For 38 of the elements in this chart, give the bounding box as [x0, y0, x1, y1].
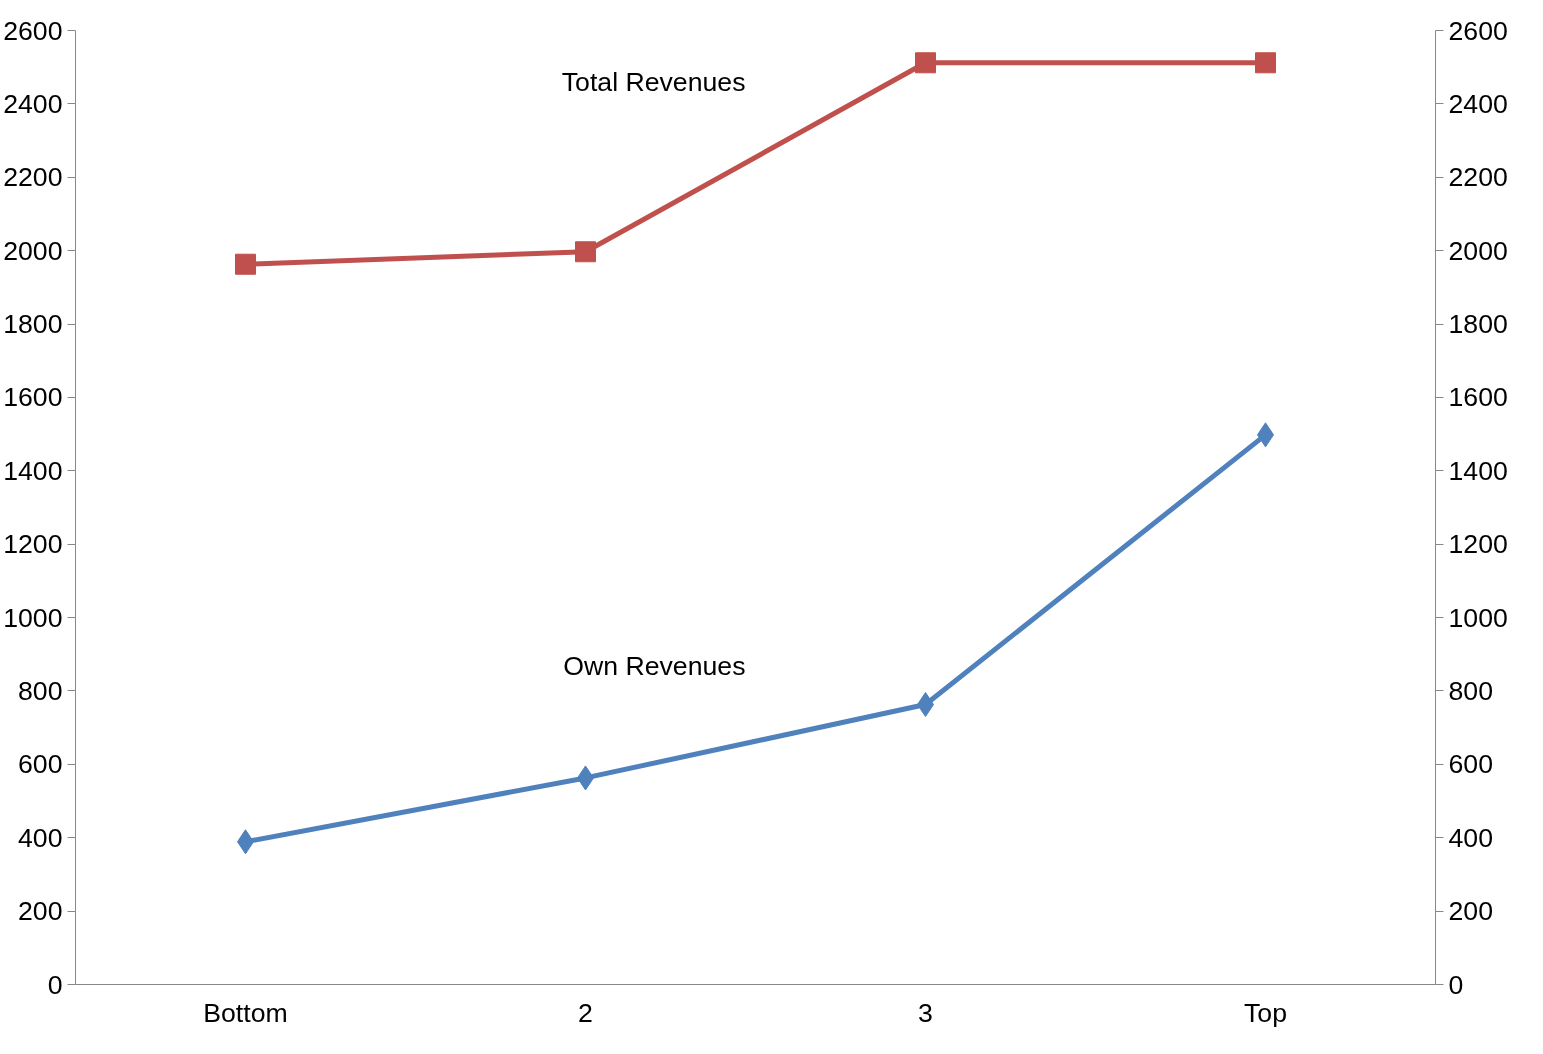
- y2-tick-label: 2200: [1448, 162, 1508, 193]
- y-tick-label: 600: [18, 749, 63, 780]
- y-tick-label: 400: [18, 822, 63, 853]
- y-tick-label: 0: [47, 969, 63, 1000]
- y-tick-label: 2200: [3, 162, 63, 193]
- y-tick-label: 800: [18, 675, 63, 706]
- y2-tick-label: 200: [1448, 896, 1493, 927]
- x-tick-label: Bottom: [203, 997, 288, 1028]
- y-tick-label: 2600: [3, 15, 63, 46]
- x-tick-label: Top: [1244, 997, 1287, 1028]
- point: [575, 241, 596, 263]
- y2-tick-label: 600: [1448, 749, 1493, 780]
- x-tick-label: 3: [918, 997, 933, 1028]
- y2-tick-label: 2600: [1448, 15, 1508, 46]
- y-tick-label: 2000: [3, 235, 63, 266]
- y-tick-label: 1200: [3, 529, 63, 560]
- y2-tick-label: 0: [1448, 969, 1464, 1000]
- y2-tick-label: 2000: [1448, 235, 1508, 266]
- y2-tick-label: 800: [1448, 675, 1493, 706]
- y-tick-label: 1400: [3, 455, 63, 486]
- y-tick-label: 1000: [3, 602, 63, 633]
- y2-tick-label: 1600: [1448, 382, 1508, 413]
- x-tick-label: 2: [578, 997, 593, 1028]
- text: Own Revenues: [563, 651, 746, 682]
- y-tick-label: 1800: [3, 309, 63, 340]
- y-tick-label: 2400: [3, 88, 63, 119]
- y2-tick-label: 1200: [1448, 529, 1508, 560]
- text: Total Revenues: [561, 67, 746, 98]
- y2-tick-label: 1800: [1448, 309, 1508, 340]
- point: [915, 52, 936, 74]
- y2-tick-label: 2400: [1448, 88, 1508, 119]
- y-tick-label: 1600: [3, 382, 63, 413]
- y2-tick-label: 400: [1448, 822, 1493, 853]
- point: [1255, 52, 1276, 74]
- point: [235, 253, 256, 275]
- y-tick-label: 200: [18, 896, 63, 927]
- y2-tick-label: 1400: [1448, 455, 1508, 486]
- y2-tick-label: 1000: [1448, 602, 1508, 633]
